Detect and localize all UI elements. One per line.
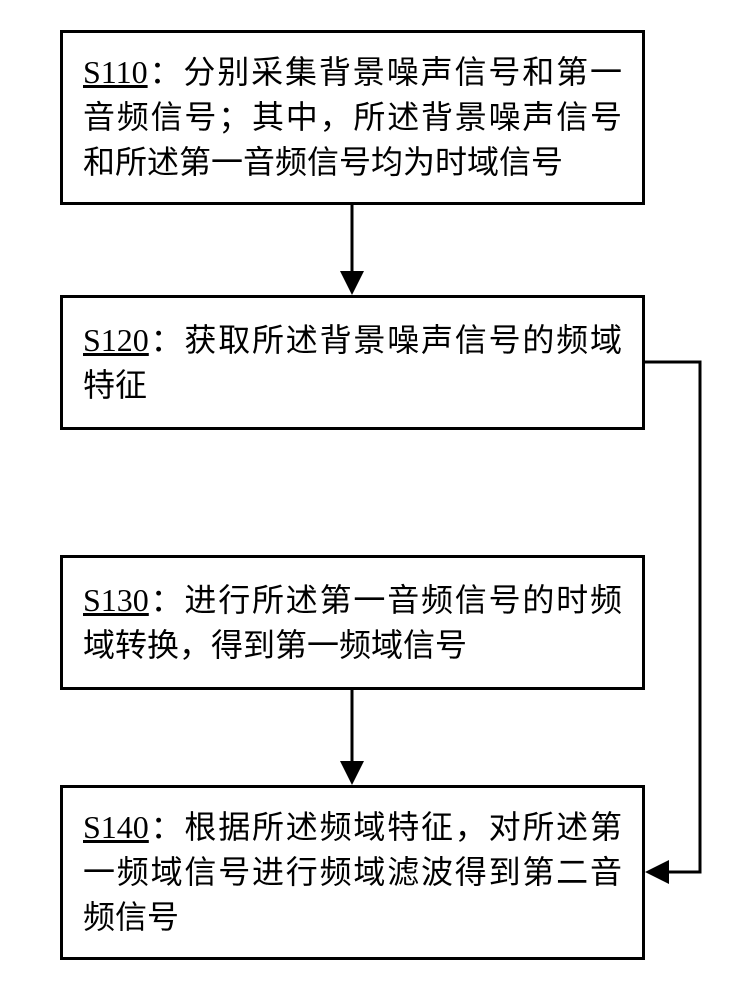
step-sep: ： — [149, 322, 185, 358]
step-label: S110 — [83, 54, 148, 90]
step-sep: ： — [149, 582, 185, 618]
step-label: S140 — [83, 809, 149, 845]
step-sep: ： — [149, 809, 185, 845]
flow-node-s110: S110：分别采集背景噪声信号和第一音频信号；其中，所述背景噪声信号和所述第一音… — [60, 30, 645, 205]
step-label: S120 — [83, 322, 149, 358]
step-sep: ： — [148, 54, 184, 90]
flow-node-s120: S120：获取所述背景噪声信号的频域特征 — [60, 295, 645, 430]
flow-node-s140: S140：根据所述频域特征，对所述第一频域信号进行频域滤波得到第二音频信号 — [60, 785, 645, 960]
flowchart-canvas: S110：分别采集背景噪声信号和第一音频信号；其中，所述背景噪声信号和所述第一音… — [0, 0, 740, 1000]
flow-node-s130: S130：进行所述第一音频信号的时频域转换，得到第一频域信号 — [60, 555, 645, 690]
step-label: S130 — [83, 582, 149, 618]
